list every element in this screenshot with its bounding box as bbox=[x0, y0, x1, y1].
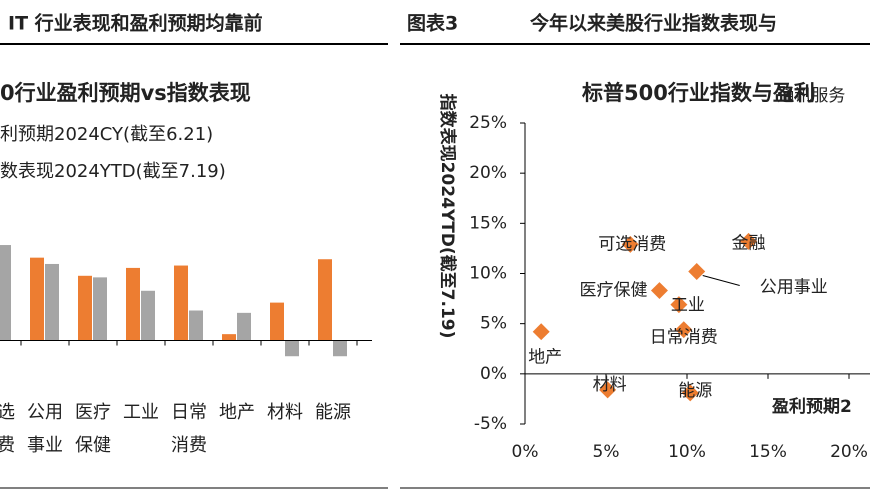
bar bbox=[0, 245, 11, 341]
bar bbox=[141, 290, 155, 341]
x-tick-label: 20% bbox=[830, 442, 868, 462]
chart-title: 0行业盈利预期vs指数表现 bbox=[0, 81, 251, 105]
bar bbox=[333, 340, 347, 357]
x-tick-label: 事业 bbox=[27, 435, 63, 456]
point-label: 工业 bbox=[671, 296, 705, 316]
x-tick-label: 地产 bbox=[219, 402, 255, 423]
bar bbox=[285, 340, 299, 357]
leader-line bbox=[702, 275, 740, 286]
x-tick-label: 10% bbox=[668, 442, 706, 462]
point bbox=[650, 282, 668, 300]
x-tick-label: 消费 bbox=[0, 435, 15, 456]
point-label: 地产 bbox=[528, 348, 562, 368]
point-label: 医疗保健 bbox=[579, 281, 647, 301]
y-tick-label: 25% bbox=[469, 113, 507, 133]
x-tick-label: 日常 bbox=[171, 402, 207, 423]
bar bbox=[222, 334, 236, 341]
point bbox=[621, 235, 639, 253]
x-tick-label: 15% bbox=[749, 442, 787, 462]
point-label: 日常消费 bbox=[650, 328, 718, 348]
point bbox=[688, 263, 706, 280]
point-label: 金融 bbox=[732, 233, 766, 253]
point-label: 公用事业 bbox=[760, 277, 828, 297]
point bbox=[675, 321, 693, 339]
left-header: IT 行业表现和盈利预期均靠前 bbox=[8, 12, 263, 35]
x-tick-label: 可选 bbox=[0, 402, 15, 423]
x-tick-label: 公用 bbox=[27, 402, 63, 423]
y-tick-label: 20% bbox=[469, 163, 507, 183]
point bbox=[681, 384, 699, 402]
y-tick-label: -5% bbox=[474, 414, 507, 434]
bar bbox=[45, 263, 59, 341]
point bbox=[740, 232, 758, 250]
point-label: 可选消费 bbox=[598, 234, 666, 254]
y-tick-label: 10% bbox=[469, 264, 507, 284]
bar bbox=[93, 277, 107, 341]
y-tick-label: 0% bbox=[480, 364, 507, 384]
y-axis-label: 指数表现2024YTD(截至7.19) bbox=[437, 94, 458, 339]
y-tick-label: 15% bbox=[469, 213, 507, 233]
point-label: 通讯服务 bbox=[777, 86, 845, 106]
legend-entry: 利预期2024CY(截至6.21) bbox=[0, 124, 213, 145]
bar bbox=[318, 259, 332, 341]
point-label: 能源 bbox=[678, 381, 712, 401]
point-label: 材料 bbox=[593, 375, 627, 395]
x-tick-label: 工业 bbox=[123, 402, 159, 423]
x-tick-label: 能源 bbox=[315, 402, 351, 423]
legend-entry: 数表现2024YTD(截至7.19) bbox=[0, 161, 226, 182]
x-tick-label: 保健 bbox=[75, 435, 111, 456]
point bbox=[670, 296, 688, 314]
y-tick-label: 5% bbox=[480, 314, 507, 334]
x-tick-label: 材料 bbox=[267, 402, 303, 423]
x-tick-label: 医疗 bbox=[75, 402, 111, 423]
bar bbox=[270, 302, 284, 341]
bar bbox=[174, 265, 188, 341]
right-header-label: 图表3 bbox=[407, 12, 458, 35]
bar bbox=[237, 312, 251, 341]
chart-title: 标普500行业指数与盈利 bbox=[582, 81, 815, 105]
x-axis-label: 盈利预期2 bbox=[771, 396, 852, 417]
point bbox=[599, 381, 617, 399]
bar bbox=[126, 267, 140, 341]
x-tick-label: 5% bbox=[593, 442, 620, 462]
x-tick-label: 消费 bbox=[171, 435, 207, 456]
bar bbox=[189, 310, 203, 341]
right-header-title: 今年以来美股行业指数表现与 bbox=[529, 12, 777, 35]
bar bbox=[78, 275, 92, 341]
bar bbox=[30, 257, 44, 341]
x-tick-label: 0% bbox=[512, 442, 539, 462]
point bbox=[532, 323, 550, 341]
